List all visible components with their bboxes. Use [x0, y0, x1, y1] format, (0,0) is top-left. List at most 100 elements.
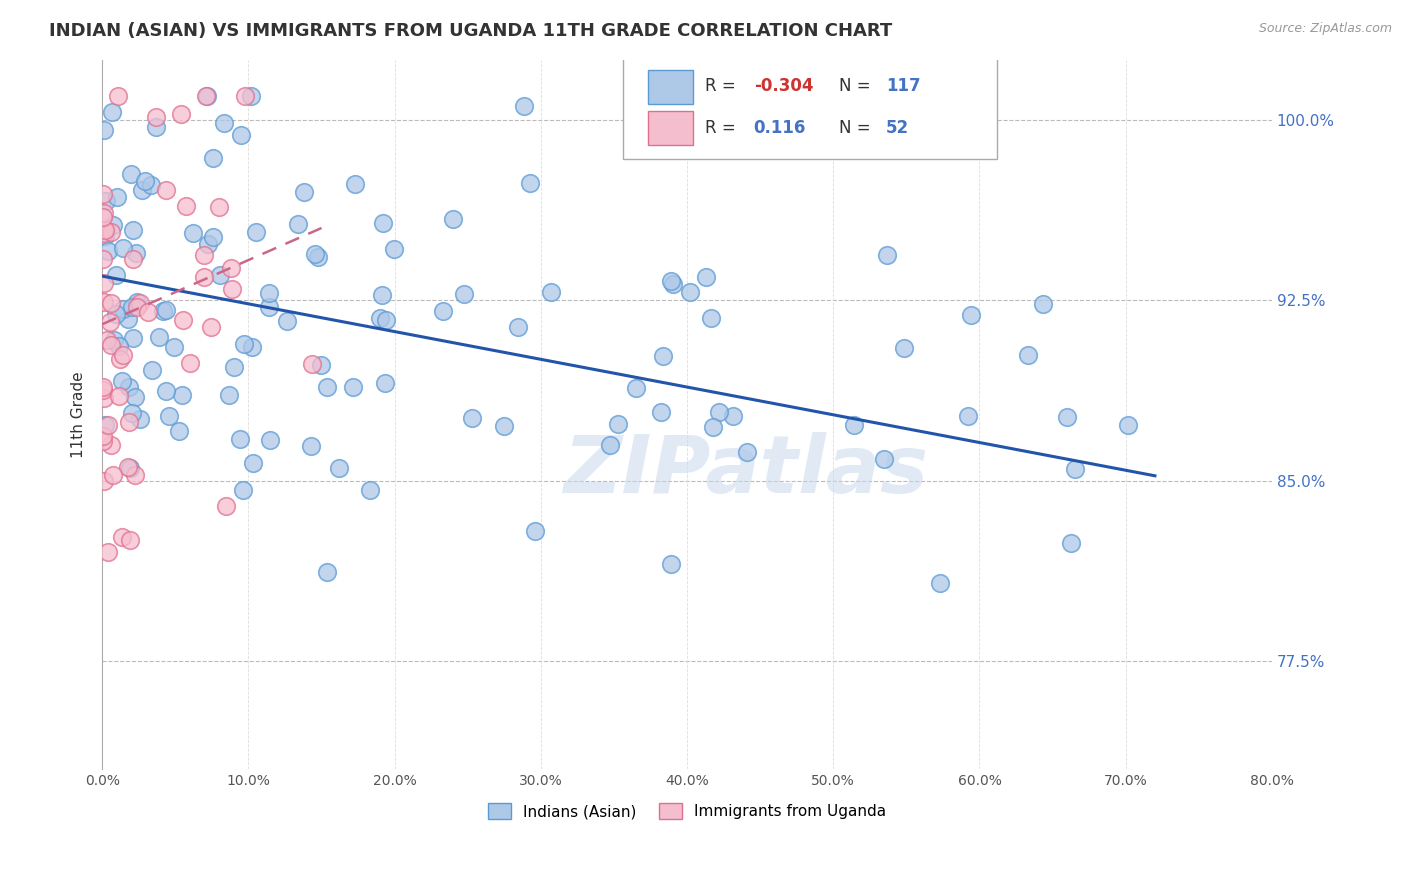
Point — [193, 269, 215, 284]
Point — [523, 524, 546, 539]
Point — [97, 244, 120, 259]
Point — [93, 276, 115, 290]
Point — [232, 483, 254, 497]
Point — [702, 420, 724, 434]
Point — [97, 417, 120, 432]
Point — [97, 545, 120, 559]
Point — [309, 358, 332, 372]
Point — [121, 331, 143, 345]
Point — [723, 409, 745, 423]
Point — [359, 483, 381, 498]
Point — [695, 269, 717, 284]
Point — [208, 268, 231, 282]
Point — [105, 190, 128, 204]
Point — [221, 282, 243, 296]
Point — [193, 247, 215, 261]
Point — [128, 412, 150, 426]
Point — [93, 206, 115, 220]
Point — [101, 219, 124, 233]
Point — [1063, 462, 1085, 476]
Point — [100, 338, 122, 352]
Point — [96, 333, 118, 347]
Point — [94, 417, 117, 432]
Point — [233, 88, 256, 103]
Point — [1116, 418, 1139, 433]
Point — [98, 315, 121, 329]
Point — [370, 288, 392, 302]
Point — [222, 360, 245, 375]
Point — [91, 428, 114, 442]
Point — [170, 388, 193, 402]
Point — [301, 357, 323, 371]
Point — [1060, 536, 1083, 550]
Point — [259, 286, 281, 301]
Point — [200, 319, 222, 334]
Point — [100, 225, 122, 239]
Point — [93, 295, 115, 310]
FancyBboxPatch shape — [623, 49, 997, 159]
Point — [120, 167, 142, 181]
Point — [111, 530, 134, 544]
Point — [342, 380, 364, 394]
Point — [242, 456, 264, 470]
Point — [94, 223, 117, 237]
Point — [107, 88, 129, 103]
Point — [219, 261, 242, 276]
Point — [382, 242, 405, 256]
Point — [304, 247, 326, 261]
Point — [709, 405, 731, 419]
Point — [873, 452, 896, 467]
Point — [93, 475, 115, 489]
Point — [118, 461, 141, 475]
Point — [183, 226, 205, 240]
Point — [91, 252, 114, 266]
Point — [679, 285, 702, 299]
Text: 52: 52 — [886, 120, 910, 137]
Point — [124, 467, 146, 482]
Point — [519, 176, 541, 190]
Point — [651, 350, 673, 364]
Point — [94, 228, 117, 243]
Point — [111, 241, 134, 255]
Point — [100, 296, 122, 310]
Point — [699, 311, 721, 326]
Point — [214, 116, 236, 130]
Point — [121, 300, 143, 314]
Text: N =: N = — [839, 77, 876, 95]
Text: INDIAN (ASIAN) VS IMMIGRANTS FROM UGANDA 11TH GRADE CORRELATION CHART: INDIAN (ASIAN) VS IMMIGRANTS FROM UGANDA… — [49, 22, 893, 40]
Point — [125, 300, 148, 314]
Point — [197, 237, 219, 252]
Point — [735, 444, 758, 458]
Point — [91, 210, 114, 224]
Point — [197, 88, 219, 103]
Point — [124, 391, 146, 405]
Point — [599, 437, 621, 451]
Point — [540, 285, 562, 299]
Point — [307, 250, 329, 264]
Point — [506, 320, 529, 334]
Point — [91, 187, 114, 202]
Point — [105, 307, 128, 321]
Point — [929, 576, 952, 591]
Point — [257, 301, 280, 315]
Text: N =: N = — [839, 120, 876, 137]
Point — [201, 151, 224, 165]
Point — [93, 226, 115, 240]
Point — [343, 178, 366, 192]
Point — [245, 225, 267, 239]
Point — [960, 309, 983, 323]
Point — [134, 174, 156, 188]
Point — [94, 194, 117, 209]
Point — [299, 439, 322, 453]
Legend: Indians (Asian), Immigrants from Uganda: Indians (Asian), Immigrants from Uganda — [482, 797, 893, 825]
Point — [492, 419, 515, 434]
Point — [93, 391, 115, 405]
Point — [112, 348, 135, 362]
Point — [127, 295, 149, 310]
Point — [131, 183, 153, 197]
Point — [136, 305, 159, 319]
Point — [139, 178, 162, 192]
Point — [122, 252, 145, 266]
Bar — [648, 111, 693, 145]
Point — [118, 416, 141, 430]
